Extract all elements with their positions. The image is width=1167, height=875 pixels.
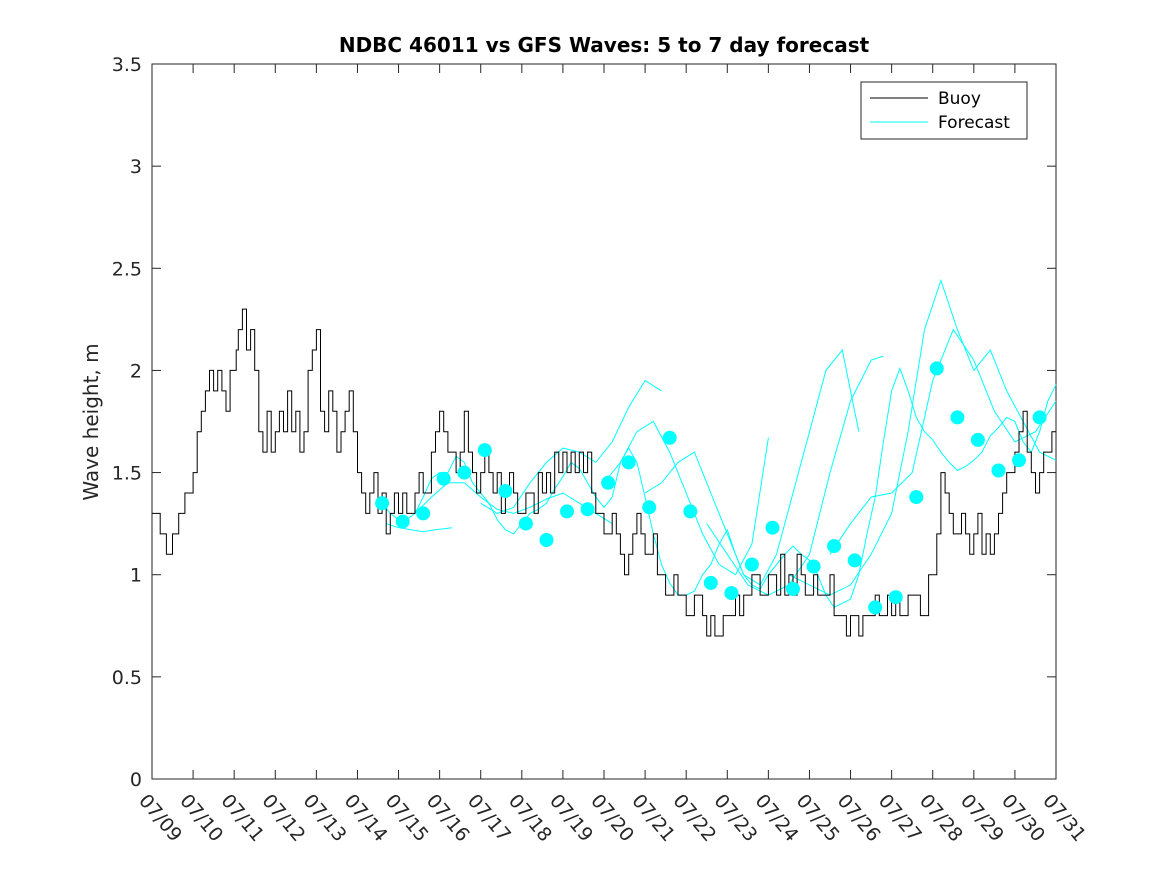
forecast-marker-25 — [888, 590, 903, 605]
forecast-marker-28 — [950, 410, 965, 425]
forecast-marker-1 — [395, 514, 410, 529]
series-buoy-line — [152, 308, 1056, 637]
forecast-marker-7 — [518, 516, 533, 531]
forecast-marker-12 — [621, 455, 636, 470]
forecast-marker-3 — [436, 471, 451, 486]
y-tick-label-2: 1 — [130, 565, 142, 587]
forecast-segment-6 — [788, 278, 1057, 596]
y-ticks: 0 0.5 1 1.5 2 2.5 3 3.5 — [112, 54, 1056, 791]
forecast-marker-4 — [457, 465, 472, 480]
forecast-marker-18 — [744, 557, 759, 572]
plot-area — [151, 63, 1057, 780]
forecast-marker-23 — [847, 553, 862, 568]
legend-box — [860, 81, 1028, 140]
forecast-segment-5 — [706, 355, 884, 596]
forecast-marker-24 — [868, 600, 883, 615]
forecast-marker-2 — [416, 506, 431, 521]
series-forecast-line — [381, 366, 1057, 609]
y-tick-label-1: 0.5 — [112, 667, 142, 689]
forecast-marker-31 — [1012, 453, 1026, 468]
forecast-marker-32 — [1032, 410, 1047, 425]
forecast-marker-10 — [580, 502, 595, 517]
y-tick-label-3: 1.5 — [112, 463, 142, 485]
legend-buoy-label: Buoy — [938, 89, 981, 109]
legend-forecast-label: Forecast — [938, 113, 1010, 133]
legend: Buoy Forecast — [860, 81, 1028, 140]
forecast-marker-5 — [477, 443, 492, 458]
forecast-marker-19 — [765, 520, 780, 535]
forecast-segment-2 — [480, 379, 662, 514]
forecast-marker-11 — [601, 475, 616, 490]
y-tick-label-7: 3.5 — [112, 54, 142, 76]
forecast-marker-22 — [827, 539, 842, 554]
forecast-marker-15 — [683, 504, 698, 519]
forecast-marker-13 — [642, 500, 657, 515]
forecast-marker-29 — [970, 432, 985, 447]
forecast-marker-21 — [806, 559, 821, 574]
forecast-marker-14 — [662, 430, 677, 445]
y-axis-label: Wave height, m — [79, 343, 103, 500]
plot-layer — [152, 278, 1057, 637]
forecast-marker-30 — [991, 463, 1006, 478]
y-tick-label-0: 0 — [130, 769, 142, 791]
y-tick-label-4: 2 — [130, 360, 142, 382]
forecast-marker-26 — [909, 490, 924, 505]
forecast-segment-0 — [386, 523, 453, 533]
y-tick-label-5: 2.5 — [112, 258, 142, 280]
chart-title: NDBC 46011 vs GFS Waves: 5 to 7 day fore… — [339, 33, 870, 57]
forecast-marker-17 — [724, 586, 739, 601]
forecast-marker-0 — [375, 496, 390, 511]
forecast-marker-8 — [539, 533, 554, 547]
forecast-marker-9 — [560, 504, 574, 519]
y-tick-label-6: 3 — [130, 156, 142, 178]
forecast-segment-3 — [603, 420, 769, 576]
forecast-segment-7 — [829, 328, 1057, 555]
forecast-marker-16 — [703, 575, 718, 590]
forecast-marker-20 — [786, 582, 800, 596]
forecast-marker-27 — [929, 361, 944, 376]
forecast-marker-6 — [498, 484, 513, 498]
